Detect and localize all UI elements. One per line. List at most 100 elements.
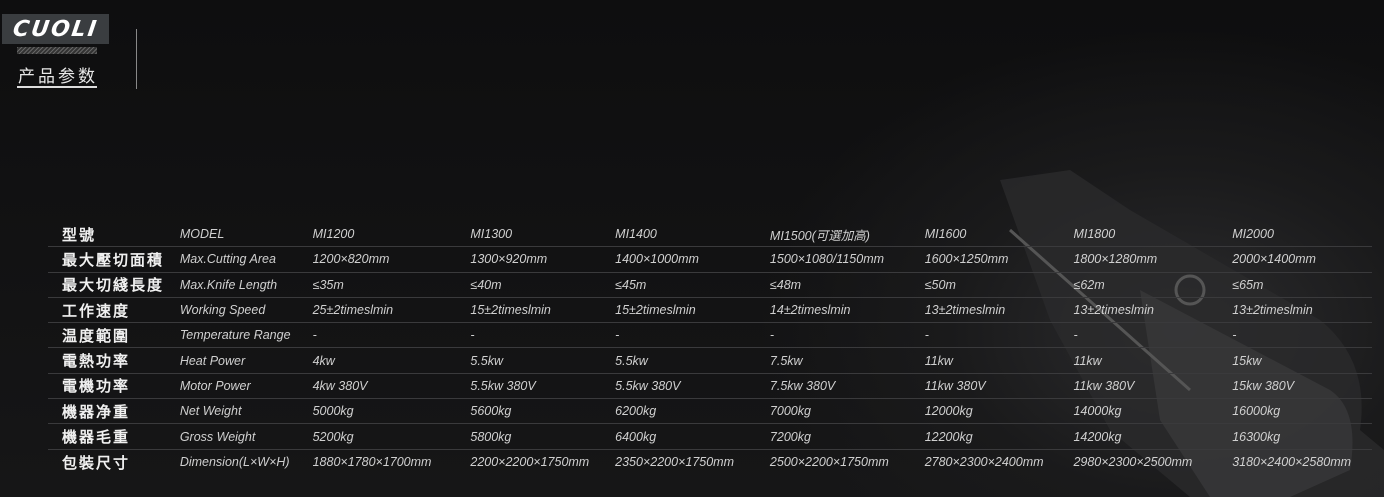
page-title: 产品参数 [18, 67, 98, 86]
table-cell: 14200kg [1073, 429, 1122, 444]
table-cell: 11kw [924, 353, 953, 368]
table-cell: 1800×1280mm [1073, 252, 1158, 267]
logo-hatch-decoration [17, 47, 97, 54]
table-cell: 5800kg [470, 429, 512, 444]
table-cell: 3180×2400×2580mm [1232, 455, 1352, 470]
table-cell: 15kw [1232, 353, 1262, 368]
table-cell: 7.5kw [769, 353, 803, 368]
table-row: 電機功率 Motor Power 4kw 380V 5.5kw 380V 5.5kw 3… [48, 374, 1372, 400]
table-cell: 14±2timeslmin [769, 303, 851, 318]
row-label-en: Max.Knife Length [179, 277, 278, 292]
table-cell: 5.5kw 380V [470, 378, 536, 393]
table-cell: 6400kg [615, 429, 657, 444]
table-cell: 6200kg [615, 404, 657, 419]
table-cell: 7.5kw 380V [769, 378, 836, 393]
table-row: 最大切綫長度 Max.Knife Length ≤35m ≤40m ≤45m ≤48m ≤5… [48, 273, 1372, 298]
table-cell: ≤50m [924, 277, 956, 292]
table-cell: 1200×820mm [312, 252, 390, 267]
table-cell: 2980×2300×2500mm [1073, 455, 1193, 470]
logo-text: CUOLI [11, 16, 100, 42]
row-label-en: Motor Power [179, 378, 251, 393]
logo: CUOLI [2, 14, 109, 44]
table-cell: 2350×2200×1750mm [615, 455, 735, 470]
table-cell: 13±2timeslmin [924, 303, 1006, 318]
table-cell: 15±2timeslmin [615, 303, 696, 318]
table-cell: - [924, 328, 929, 343]
table-cell: 12000kg [924, 404, 973, 419]
table-cell: - [312, 328, 317, 343]
table-cell: ≤40m [470, 277, 502, 292]
table-cell: MI1600 [924, 227, 967, 242]
row-label-en: Max.Cutting Area [179, 252, 276, 267]
row-label-en: Temperature Range [179, 328, 291, 343]
table-cell: 5200kg [312, 429, 354, 444]
row-label-en: Heat Power [179, 353, 246, 368]
row-label-en: Working Speed [179, 303, 266, 318]
spec-table: 型號 MODEL MI1200 MI1300 MI1400 MI1500(可選加高) MI1… [48, 222, 1372, 475]
table-cell: - [1232, 328, 1237, 343]
table-cell: 15±2timeslmin [470, 303, 551, 318]
row-label-en: Gross Weight [179, 429, 256, 444]
table-cell: ≤62m [1073, 277, 1105, 292]
table-cell: 4kw [312, 353, 335, 368]
row-label-cn: 最大切綫長度 [62, 276, 165, 295]
table-cell: 14000kg [1073, 404, 1122, 419]
row-label-cn: 型號 [62, 225, 97, 244]
row-label-cn: 温度範圍 [62, 326, 131, 345]
table-cell: - [769, 328, 775, 343]
row-label-en: Dimension(L×W×H) [179, 455, 290, 470]
table-row: 機器毛重 Gross Weight 5200kg 5800kg 6400kg 7200kg… [48, 424, 1372, 450]
row-label-cn: 電機功率 [62, 377, 131, 396]
table-cell: 16300kg [1232, 429, 1281, 444]
table-cell: ≤48m [769, 277, 802, 292]
table-cell: 1400×1000mm [615, 252, 699, 267]
table-cell: 1500×1080/1150mm [769, 252, 885, 267]
table-cell: ≤35m [312, 277, 344, 292]
table-cell: 2500×2200×1750mm [769, 455, 889, 470]
table-cell: 2780×2300×2400mm [924, 455, 1044, 470]
table-row: 電熱功率 Heat Power 4kw 5.5kw 5.5kw 7.5kw 11kw 11kw… [48, 348, 1372, 374]
row-label-en: Net Weight [179, 404, 242, 419]
table-cell: 13±2timeslmin [1232, 303, 1313, 318]
table-cell: ≤45m [615, 277, 647, 292]
table-cell: 4kw 380V [312, 378, 368, 393]
table-cell: 13±2timeslmin [1073, 303, 1154, 318]
table-cell: 16000kg [1232, 404, 1281, 419]
table-row: 最大壓切面積 Max.Cutting Area 1200×820mm 1300×920… [48, 247, 1372, 273]
table-cell: - [615, 328, 620, 343]
machine-image [1000, 170, 1384, 497]
table-row: 温度範圍 Temperature Range - - - - - - - [48, 323, 1372, 349]
table-cell: 7200kg [769, 429, 811, 444]
row-label-cn: 最大壓切面積 [62, 250, 165, 269]
table-cell: MI1500(可選加高) [769, 228, 870, 243]
table-cell: 1600×1250mm [924, 252, 1009, 267]
table-row: 機器净重 Net Weight 5000kg 5600kg 6200kg 7000kg 12… [48, 399, 1372, 425]
row-label-cn: 包裝尺寸 [62, 453, 131, 472]
title-underline [17, 86, 97, 88]
table-cell: 5.5kw 380V [615, 378, 681, 393]
table-row: 工作速度 Working Speed 25±2timeslmin 15±2timesl… [48, 298, 1372, 324]
table-cell: - [470, 328, 475, 343]
table-cell: 12200kg [924, 429, 973, 444]
table-row: 型號 MODEL MI1200 MI1300 MI1400 MI1500(可選加高) MI1… [48, 222, 1372, 248]
table-cell: MI1200 [312, 227, 355, 242]
table-cell: 11kw 380V [924, 378, 986, 393]
row-label-cn: 機器净重 [62, 402, 131, 421]
table-cell: 1880×1780×1700mm [312, 455, 432, 470]
table-cell: 11kw 380V [1073, 378, 1135, 393]
table-cell: 15kw 380V [1232, 378, 1295, 393]
table-cell: 1300×920mm [470, 252, 548, 267]
table-cell: MI1400 [615, 227, 657, 242]
table-cell: ≤65m [1232, 277, 1264, 292]
table-cell: 2200×2200×1750mm [470, 455, 590, 470]
table-cell: 5.5kw [470, 353, 504, 368]
row-label-en: MODEL [179, 227, 225, 242]
table-cell: 2000×1400mm [1232, 252, 1316, 267]
row-label-cn: 電熱功率 [62, 352, 131, 371]
table-cell: 5000kg [312, 404, 354, 419]
table-cell: MI2000 [1232, 227, 1274, 242]
row-label-cn: 工作速度 [62, 301, 131, 320]
table-row: 包裝尺寸 Dimension(L×W×H) 1880×1780×1700mm 2200… [48, 450, 1372, 475]
divider [136, 29, 137, 89]
table-cell: 5.5kw [615, 353, 648, 368]
